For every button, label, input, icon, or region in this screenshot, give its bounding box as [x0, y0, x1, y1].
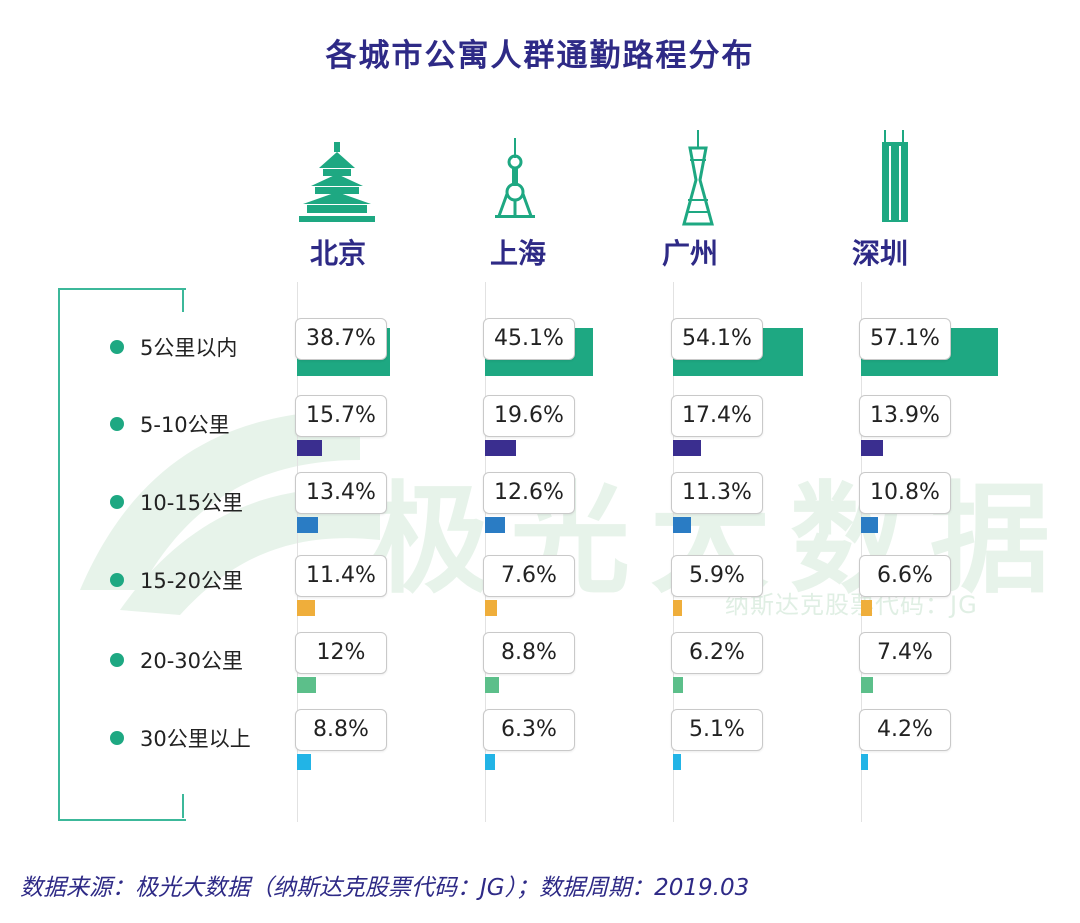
data-label: 6.6%	[859, 555, 951, 597]
data-label: 11.3%	[671, 472, 763, 514]
bar	[673, 677, 683, 693]
shenzhen-skyscraper-icon	[880, 130, 910, 226]
bar	[861, 600, 872, 616]
category-text: 20-30公里	[140, 649, 244, 673]
bar	[485, 517, 505, 533]
category-dot-icon	[110, 573, 124, 587]
bar	[861, 517, 878, 533]
bar	[297, 754, 311, 770]
data-label: 13.4%	[295, 472, 387, 514]
bar	[297, 600, 315, 616]
bar	[297, 517, 318, 533]
bar	[297, 677, 316, 693]
data-label: 4.2%	[859, 709, 951, 751]
bracket-tab-bottom	[182, 794, 184, 818]
column-axis-line	[861, 282, 862, 822]
category-label: 15-20公里	[110, 566, 243, 596]
canton-tower-icon	[678, 130, 718, 230]
city-label: 广州	[661, 237, 718, 270]
category-dot-icon	[110, 731, 124, 745]
category-bracket	[58, 288, 186, 821]
category-dot-icon	[110, 653, 124, 667]
bar	[485, 440, 516, 456]
data-label: 6.3%	[483, 709, 575, 751]
data-source-note: 数据来源：极光大数据（纳斯达克股票代码：JG）；数据周期：2019.03	[20, 875, 750, 901]
bracket-tab-top	[182, 288, 184, 312]
bar	[673, 517, 691, 533]
data-label: 12.6%	[483, 472, 575, 514]
temple-of-heaven-icon	[299, 142, 375, 226]
category-text: 30公里以上	[140, 727, 251, 751]
data-label: 8.8%	[295, 709, 387, 751]
bar	[673, 600, 682, 616]
category-label: 5公里以内	[110, 333, 237, 363]
column-axis-line	[673, 282, 674, 822]
bar	[485, 600, 497, 616]
data-label: 8.8%	[483, 632, 575, 674]
data-label: 19.6%	[483, 395, 575, 437]
data-label: 7.4%	[859, 632, 951, 674]
column-axis-line	[297, 282, 298, 822]
category-label: 20-30公里	[110, 646, 243, 676]
category-label: 30公里以上	[110, 724, 251, 754]
data-label: 17.4%	[671, 395, 763, 437]
bar	[297, 440, 322, 456]
data-label: 5.1%	[671, 709, 763, 751]
chart-title: 各城市公寓人群通勤路程分布	[325, 38, 755, 74]
data-label: 13.9%	[859, 395, 951, 437]
city-label: 北京	[309, 237, 366, 270]
data-label: 45.1%	[483, 318, 575, 360]
category-dot-icon	[110, 417, 124, 431]
data-label: 11.4%	[295, 555, 387, 597]
data-label: 38.7%	[295, 318, 387, 360]
category-dot-icon	[110, 495, 124, 509]
category-text: 5-10公里	[140, 413, 230, 437]
data-label: 54.1%	[671, 318, 763, 360]
category-text: 15-20公里	[140, 569, 244, 593]
category-text: 10-15公里	[140, 491, 244, 515]
city-label: 深圳	[851, 237, 908, 270]
data-label: 15.7%	[295, 395, 387, 437]
bar	[861, 677, 873, 693]
data-label: 57.1%	[859, 318, 951, 360]
data-label: 12%	[295, 632, 387, 674]
bar	[673, 754, 681, 770]
data-label: 6.2%	[671, 632, 763, 674]
bar	[485, 754, 495, 770]
category-label: 5-10公里	[110, 410, 230, 440]
data-label: 10.8%	[859, 472, 951, 514]
data-label: 7.6%	[483, 555, 575, 597]
bar	[673, 440, 701, 456]
city-label: 上海	[489, 237, 546, 270]
bar	[861, 754, 868, 770]
data-label: 5.9%	[671, 555, 763, 597]
category-label: 10-15公里	[110, 488, 243, 518]
category-dot-icon	[110, 340, 124, 354]
category-text: 5公里以内	[140, 336, 238, 360]
column-axis-line	[485, 282, 486, 822]
bar	[861, 440, 883, 456]
oriental-pearl-tower-icon	[495, 138, 535, 222]
bar	[485, 677, 499, 693]
